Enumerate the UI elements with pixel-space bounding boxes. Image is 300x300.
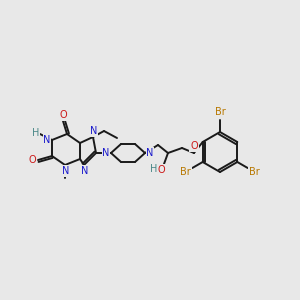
Text: N: N	[62, 166, 70, 176]
Text: N: N	[90, 126, 98, 136]
Text: O: O	[157, 165, 165, 175]
Text: N: N	[146, 148, 154, 158]
Text: Br: Br	[180, 167, 191, 177]
Text: N: N	[43, 135, 51, 145]
Text: N: N	[102, 148, 110, 158]
Text: N: N	[81, 166, 89, 176]
Text: Br: Br	[214, 107, 225, 117]
Text: O: O	[59, 110, 67, 120]
Text: H: H	[150, 164, 158, 174]
Text: O: O	[28, 155, 36, 165]
Text: Br: Br	[249, 167, 260, 177]
Text: O: O	[190, 141, 198, 151]
Text: H: H	[32, 128, 40, 138]
